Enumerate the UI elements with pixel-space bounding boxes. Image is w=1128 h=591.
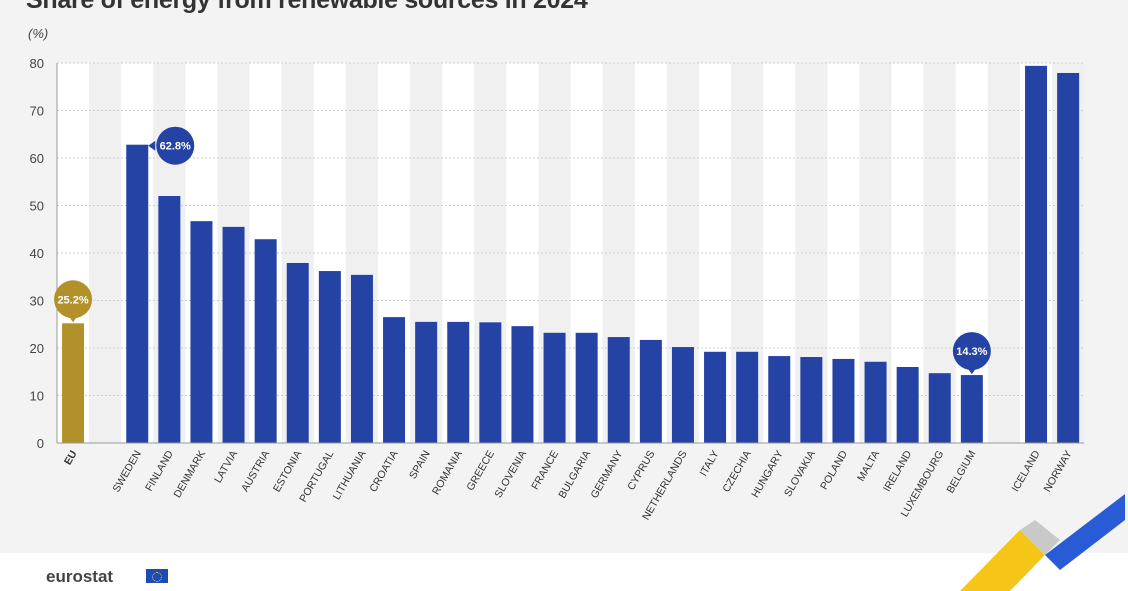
footer	[0, 553, 1128, 591]
x-tick-label: ESTONIA	[271, 449, 304, 495]
eurostat-logo: eurostat	[46, 567, 114, 586]
bar-poland	[832, 358, 855, 443]
bar-romania	[447, 321, 470, 443]
bar-bulgaria	[575, 332, 598, 443]
y-tick-label: 40	[30, 246, 44, 261]
x-tick-label: SLOVAKIA	[782, 449, 818, 499]
x-tick-label: MALTA	[855, 449, 882, 484]
bar-czechia	[736, 351, 759, 443]
bar-france	[543, 332, 566, 443]
x-tick-label: SWEDEN	[110, 449, 143, 495]
y-tick-label: 30	[30, 294, 44, 309]
bar-cyprus	[639, 339, 662, 443]
bar-latvia	[222, 226, 245, 443]
bar-eu	[62, 323, 85, 443]
x-tick-label: IRELAND	[881, 448, 914, 494]
bar-luxembourg	[928, 373, 951, 443]
y-tick-label: 20	[30, 341, 44, 356]
y-tick-label: 50	[30, 199, 44, 214]
bar-netherlands	[671, 347, 694, 443]
bar-austria	[254, 239, 277, 443]
x-tick-label: FINLAND	[143, 448, 176, 493]
x-tick-label: BELGIUM	[944, 449, 978, 496]
bar-greece	[479, 322, 502, 443]
column-band	[987, 63, 1020, 443]
bar-slovakia	[800, 357, 823, 443]
data-label: 14.3%	[956, 346, 987, 358]
y-tick-label: 60	[30, 151, 44, 166]
bar-sweden	[126, 144, 149, 443]
y-tick-label: 80	[30, 56, 44, 71]
x-tick-label: CROATIA	[367, 449, 400, 495]
x-tick-label: ITALY	[697, 449, 721, 479]
chart-title: Share of energy from renewable sources i…	[26, 0, 588, 14]
bar-hungary	[768, 356, 791, 443]
bar-ireland	[896, 367, 919, 443]
bar-portugal	[318, 271, 341, 443]
x-tick-label: LATVIA	[212, 449, 240, 486]
y-tick-label: 0	[37, 436, 44, 451]
bar-norway	[1057, 72, 1080, 443]
bar-germany	[607, 337, 630, 443]
bar-belgium	[960, 375, 983, 443]
callout-pointer	[148, 140, 156, 151]
eu-flag-icon	[146, 569, 168, 583]
y-tick-label: 10	[30, 389, 44, 404]
x-tick-label: GERMANY	[588, 449, 625, 501]
callout-bubble	[156, 126, 195, 165]
bar-denmark	[190, 221, 213, 443]
x-tick-label: HUNGARY	[749, 449, 786, 500]
x-tick-label: GREECE	[464, 449, 497, 493]
x-tick-label: CZECHIA	[720, 449, 753, 495]
x-tick-label: NORWAY	[1041, 449, 1074, 495]
x-tick-label: ICELAND	[1009, 448, 1042, 494]
bar-finland	[158, 196, 181, 443]
bar-lithuania	[350, 274, 373, 443]
callout-bubble	[952, 332, 991, 371]
x-tick-label: FRANCE	[529, 449, 561, 492]
callout-bubble	[54, 280, 93, 319]
bar-italy	[704, 351, 727, 443]
x-tick-label: LITHUANIA	[331, 449, 369, 502]
x-tick-label: CYPRUS	[625, 449, 657, 493]
x-tick-label: BULGARIA	[556, 449, 593, 501]
data-label: 62.8%	[160, 141, 191, 153]
y-tick-label: 70	[30, 104, 44, 119]
x-tick-label: SPAIN	[407, 449, 433, 482]
bar-estonia	[286, 262, 309, 443]
x-tick-label: ROMANIA	[430, 449, 465, 497]
x-tick-label: AUSTRIA	[239, 449, 272, 494]
y-axis-unit: (%)	[28, 26, 49, 41]
x-tick-label: SLOVENIA	[492, 449, 529, 500]
bar-slovenia	[511, 326, 534, 443]
bar-iceland	[1025, 65, 1048, 443]
data-label: 25.2%	[57, 294, 88, 306]
x-tick-label: DENMARK	[171, 449, 208, 500]
bar-spain	[415, 321, 438, 443]
x-tick-label: POLAND	[818, 448, 850, 492]
x-tick-label: EU	[62, 449, 80, 468]
bar-croatia	[383, 317, 406, 443]
bar-malta	[864, 361, 887, 443]
